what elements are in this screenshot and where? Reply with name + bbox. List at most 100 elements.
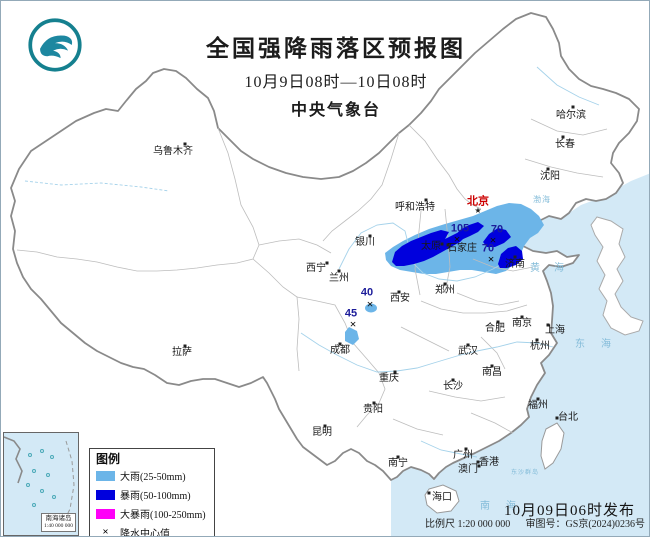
city-label: 呼和浩特: [395, 202, 435, 213]
city-label: 西宁: [306, 263, 326, 274]
inset-name: 南海诸岛: [45, 515, 72, 522]
city-label: 海口: [432, 492, 452, 503]
city-dot: [397, 290, 401, 294]
city-label: 贵阳: [363, 404, 383, 415]
capital-star-marker: ★: [474, 206, 482, 215]
rain-center-value: 45: [344, 307, 358, 320]
cma-logo: [27, 17, 83, 78]
city-label: 银川: [355, 237, 375, 248]
city-dot: [466, 343, 470, 347]
city-label: 南京: [512, 318, 532, 329]
south-china-sea-inset: 南海诸岛 1:40 000 000: [3, 432, 79, 536]
map-title: 全国强降雨落区预报图: [206, 36, 466, 61]
city-label: 沈阳: [540, 171, 560, 182]
taiwan-island: [540, 422, 565, 470]
city-label: 上海: [545, 325, 565, 336]
approval-number: 审图号：GS京(2024)0236号: [525, 519, 645, 530]
city-label: 济南: [505, 259, 525, 270]
city-label: 福州: [528, 400, 548, 411]
city-dot: [368, 234, 372, 238]
precip-center-symbol: ×: [102, 526, 109, 537]
city-label: 广州: [453, 450, 473, 461]
city-dot: [513, 255, 517, 259]
legend-row: 大雨(25-50mm): [96, 466, 209, 485]
city-dot: [446, 243, 450, 247]
city-dot: [323, 424, 327, 428]
map-agency: 中央气象台: [290, 102, 381, 119]
rain-center-mark: ×: [489, 233, 497, 247]
city-label: 南昌: [482, 367, 502, 378]
map-period: 10月9日08时—10日08时: [244, 74, 428, 91]
city-label: 西安: [390, 293, 410, 304]
hainan-island: [424, 484, 460, 514]
city-dot: [546, 167, 550, 171]
legend-row: 暴雨(50-100mm): [96, 485, 209, 504]
city-dot: [337, 269, 341, 273]
city-label: 哈尔滨: [556, 110, 586, 121]
city-dot: [520, 315, 524, 319]
precip-center-label: 降水中心值: [120, 529, 170, 537]
city-label: 香港: [479, 457, 499, 468]
city-label: 南宁: [388, 458, 408, 469]
legend-label: 暴雨(50-100mm): [120, 491, 191, 502]
city-label: 合肥: [485, 323, 505, 334]
inset-map: [3, 436, 75, 526]
city-label: 澳门: [458, 464, 478, 475]
city-dot: [338, 342, 342, 346]
city-label: 拉萨: [172, 347, 192, 358]
city-dot: [476, 460, 480, 464]
city-label: 武汉: [458, 346, 478, 357]
legend-row: 大暴雨(100-250mm): [96, 504, 209, 523]
legend-swatch: [96, 489, 115, 500]
city-dot: [490, 364, 494, 368]
legend-title: 图例: [96, 452, 121, 466]
sea-label: 渤海: [533, 195, 551, 204]
city-dot: [183, 344, 187, 348]
city-label: 郑州: [435, 285, 455, 296]
city-dot: [535, 338, 539, 342]
city-dot: [496, 320, 500, 324]
city-label: 乌鲁木齐: [153, 146, 193, 157]
sea-label: 东海: [575, 339, 627, 350]
city-dot: [440, 242, 444, 246]
china-border: [10, 12, 640, 481]
city-dot: [536, 397, 540, 401]
city-dot: [555, 416, 559, 420]
city-dot: [571, 105, 575, 109]
legend-label: 大雨(25-50mm): [120, 472, 186, 483]
sea-label: 黄海: [530, 263, 578, 274]
rain-center-mark: ×: [349, 317, 357, 331]
rain-center-mark: ×: [453, 232, 461, 246]
city-label: 成都: [330, 345, 350, 356]
rainstorm-areas: [392, 222, 523, 268]
city-label: 昆明: [312, 427, 332, 438]
legend-swatch: [96, 508, 115, 519]
city-label: 杭州: [530, 341, 550, 352]
city-dot: [477, 464, 481, 468]
rain-center-value: 70: [481, 242, 495, 255]
city-dot: [427, 491, 431, 495]
inset-caption: 南海诸岛 1:40 000 000: [40, 513, 76, 532]
city-label: 兰州: [329, 273, 349, 284]
map-scale: 比例尺 1:20 000 000: [425, 519, 511, 530]
legend-row-marker: × 降水中心值: [96, 523, 209, 537]
city-label: 太原: [421, 241, 441, 252]
rain-center-value: 70: [490, 223, 504, 236]
city-dot: [396, 455, 400, 459]
rain-center-mark: ×: [487, 252, 495, 266]
city-dot: [451, 378, 455, 382]
rain-center-value: 105: [450, 222, 470, 235]
sea-label: 东沙群岛: [510, 470, 540, 476]
inset-scale: 1:40 000 000: [43, 523, 73, 530]
legend-rows: 大雨(25-50mm) 暴雨(50-100mm) 大暴雨(100-250mm): [96, 466, 209, 523]
legend-label: 大暴雨(100-250mm): [120, 510, 206, 521]
city-dot: [372, 401, 376, 405]
city-label: 石家庄: [447, 243, 477, 254]
city-dot: [546, 323, 550, 327]
title-block: 全国强降雨落区预报图 10月9日08时—10日08时 中央气象台: [131, 29, 541, 120]
sea-label: 南海: [480, 501, 532, 512]
province-borders: [16, 118, 608, 436]
korea-landmass: [590, 216, 644, 336]
